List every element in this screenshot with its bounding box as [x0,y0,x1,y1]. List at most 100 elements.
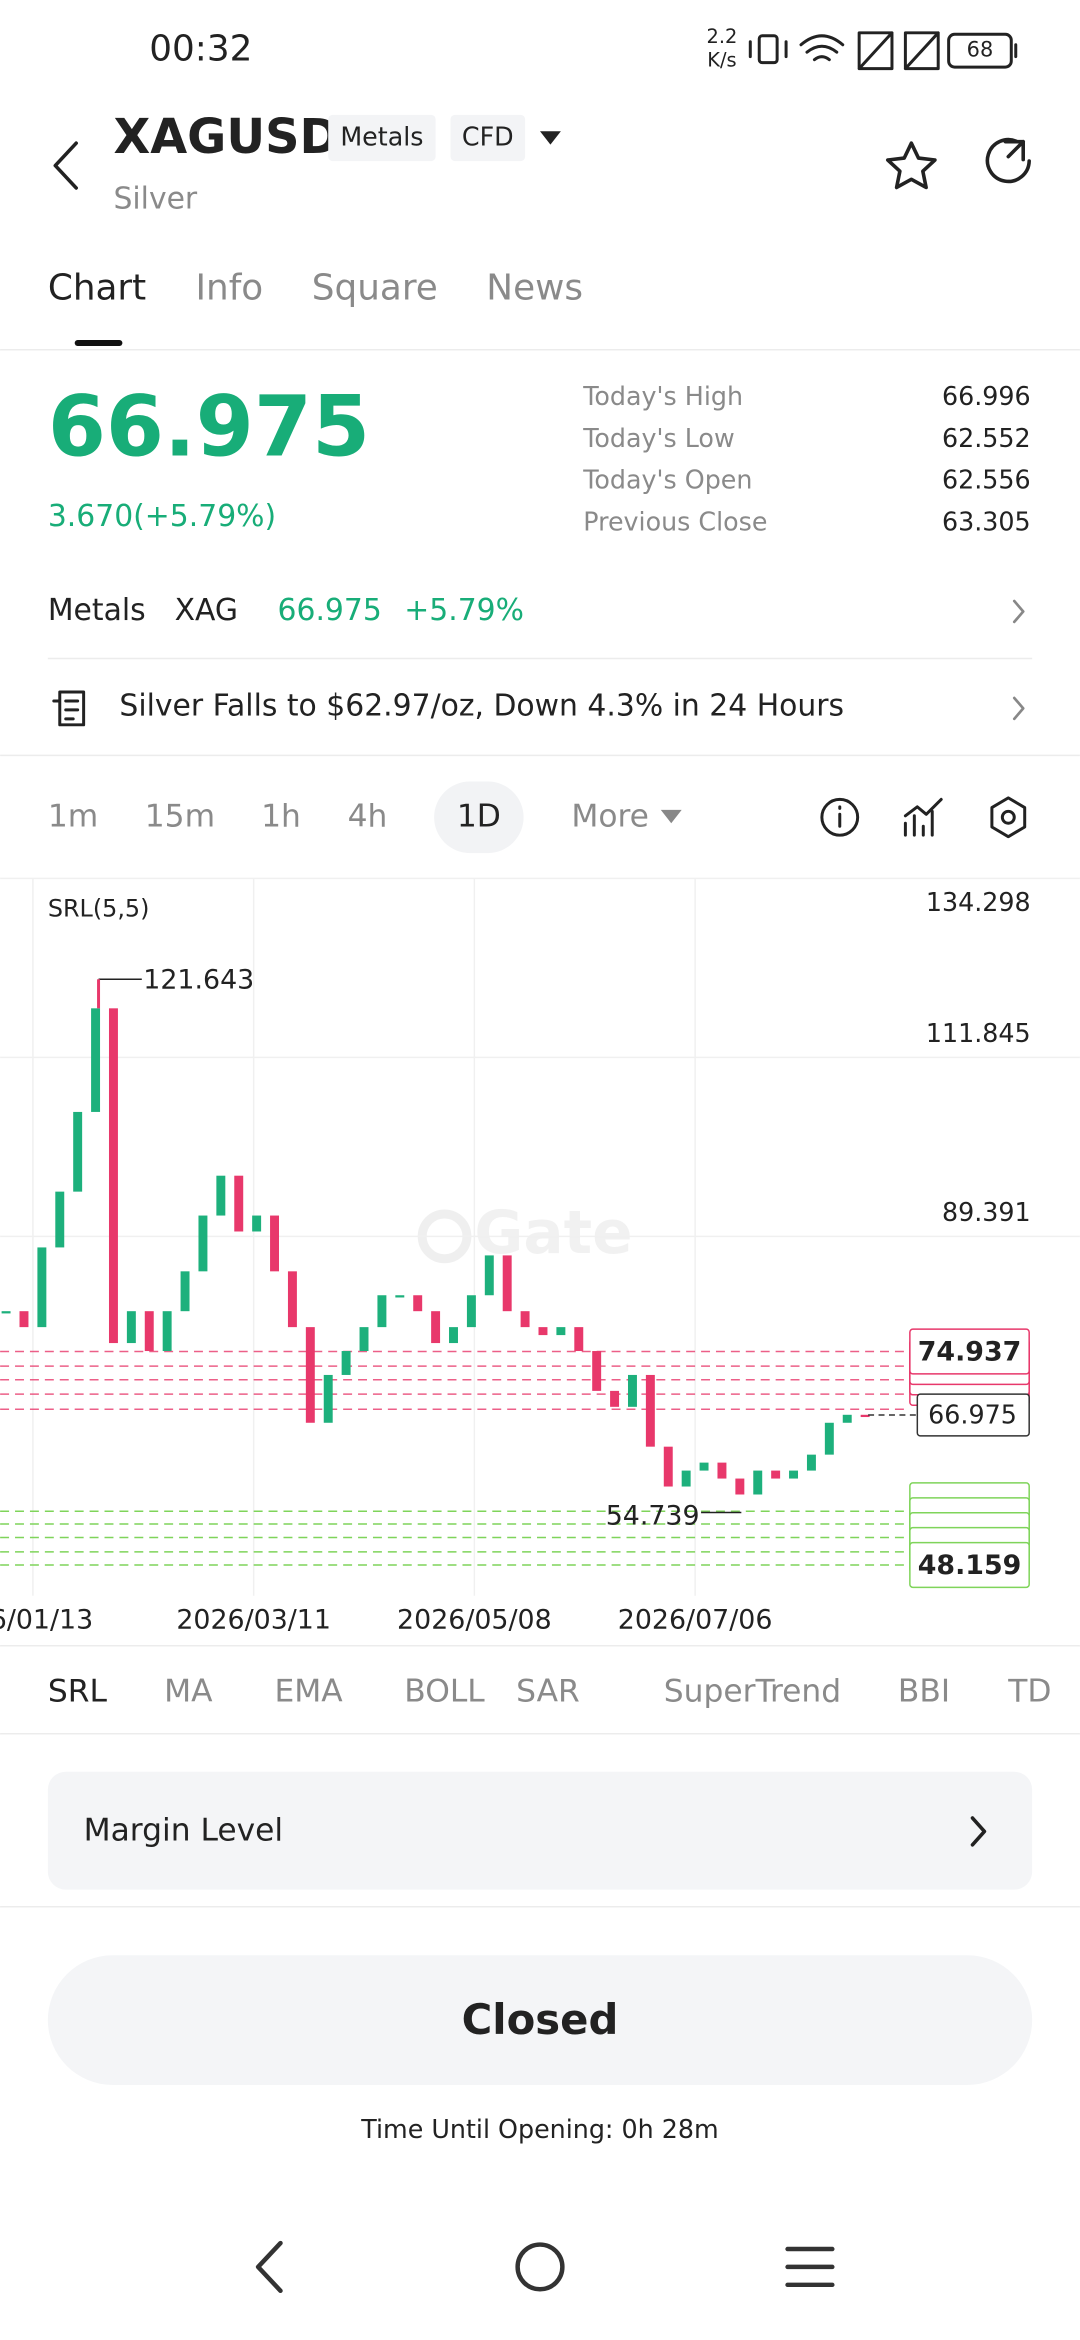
candle [341,1351,351,1375]
timeframe[interactable]: 1m [48,798,98,834]
price-change: 3.670(+5.79%) [48,499,276,534]
candle [699,1462,709,1471]
candle [162,1311,172,1352]
high-label: 121.643 [143,964,254,995]
x-tick-label: 26/01/13 [0,1605,93,1636]
indicator-tab[interactable]: SAR [516,1674,580,1710]
indicator-tab[interactable]: SuperTrend [664,1674,841,1710]
tab[interactable]: Info [195,267,263,308]
indicator-tab-active[interactable]: SRL [48,1674,108,1710]
more-arrow [660,809,682,824]
share-button[interactable] [985,137,1031,184]
trade-button[interactable] [47,1955,1033,2085]
related-symbol: XAG [175,593,238,628]
indicator-label: SRL(5,5) [48,894,150,922]
candle [377,1295,387,1328]
candle [431,1311,441,1344]
candle [574,1327,584,1352]
indicator-tab[interactable]: TD [1007,1674,1051,1710]
indicator-tab[interactable]: BOLL [404,1674,485,1710]
status-icons [748,31,1018,71]
candle [413,1295,423,1312]
last-price-label: 66.975 [928,1399,1017,1429]
candle [287,1271,297,1328]
candle [860,1414,870,1418]
net-unit: K/s [707,49,736,72]
candle [663,1446,673,1487]
tag-box [328,114,436,162]
stat-value: 62.556 [942,465,1031,495]
candle [37,1247,47,1328]
net-speed: 2.2 [707,25,738,48]
candle [270,1215,280,1272]
candle [144,1311,154,1352]
timeframe-more[interactable]: More [571,798,649,834]
x-tick-label: 2026/03/11 [176,1605,331,1636]
back-button[interactable] [53,141,78,190]
timeframe[interactable]: 15m [145,798,215,834]
margin-level-label: Margin Level [84,1812,283,1848]
candle [180,1271,190,1312]
nav-menu[interactable] [785,2246,835,2288]
stat-value: 62.552 [942,423,1031,453]
chart-tools[interactable] [820,796,1027,839]
candle [359,1327,369,1352]
news-row[interactable]: Silver Falls to $62.97/oz, Down 4.3% in … [52,688,1025,727]
timeframe[interactable]: 4h [348,798,388,834]
y-tick-label: 111.845 [926,1018,1031,1048]
candle [771,1470,781,1479]
candle [126,1311,136,1344]
candle [323,1374,333,1423]
candle [252,1215,262,1232]
resistance-label: 74.937 [918,1337,1022,1368]
candle [216,1175,226,1216]
candle [305,1327,315,1423]
candle [1,1311,11,1314]
timeframe-active[interactable]: 1D [457,798,501,834]
related-row[interactable]: Metals XAG 66.975 +5.79% [48,593,1025,628]
tab-indicator [74,340,123,347]
candle [198,1215,208,1272]
watermark-text: Gate [474,1199,632,1268]
candle [91,1008,101,1112]
watermark: Gate [417,1199,633,1268]
support-label: 48.159 [918,1550,1022,1581]
tab[interactable]: Square [312,267,438,308]
favorite-button[interactable] [886,141,937,190]
tab-active[interactable]: Chart [48,267,146,308]
tag: CFD [462,122,514,152]
candle [538,1327,548,1336]
nav-back[interactable] [255,2240,283,2294]
candle [108,1008,118,1344]
candle [806,1454,816,1471]
opening-note: Time Until Opening: 0h 28m [360,2114,718,2144]
y-tick-label: 89.391 [942,1197,1031,1227]
last-price: 66.975 [48,377,370,475]
candle [717,1462,727,1479]
related-price: 66.975 [278,593,382,628]
tab[interactable]: News [486,267,583,308]
stat-value: 66.996 [942,381,1031,411]
stat-label: Today's High [582,381,743,411]
timeframe[interactable]: 1h [261,798,301,834]
candle [842,1414,852,1423]
chevron [1012,696,1025,721]
candle [645,1374,655,1447]
candle [681,1470,691,1487]
level-box [909,1541,1030,1589]
candle [395,1295,405,1298]
last-price-box [916,1393,1030,1437]
x-tick-label: 2026/05/08 [397,1605,552,1636]
x-tick-label: 2026/07/06 [618,1605,773,1636]
news-headline: Silver Falls to $62.97/oz, Down 4.3% in … [119,688,844,723]
dropdown-arrow[interactable] [540,131,561,145]
nav-home[interactable] [515,2242,565,2292]
margin-level-card[interactable] [47,1771,1033,1890]
stat-label: Today's Low [582,423,734,453]
indicator-tab[interactable]: BBI [898,1674,950,1710]
indicator-tab[interactable]: EMA [275,1674,344,1710]
candle [484,1255,494,1296]
indicator-tab[interactable]: MA [164,1674,213,1710]
